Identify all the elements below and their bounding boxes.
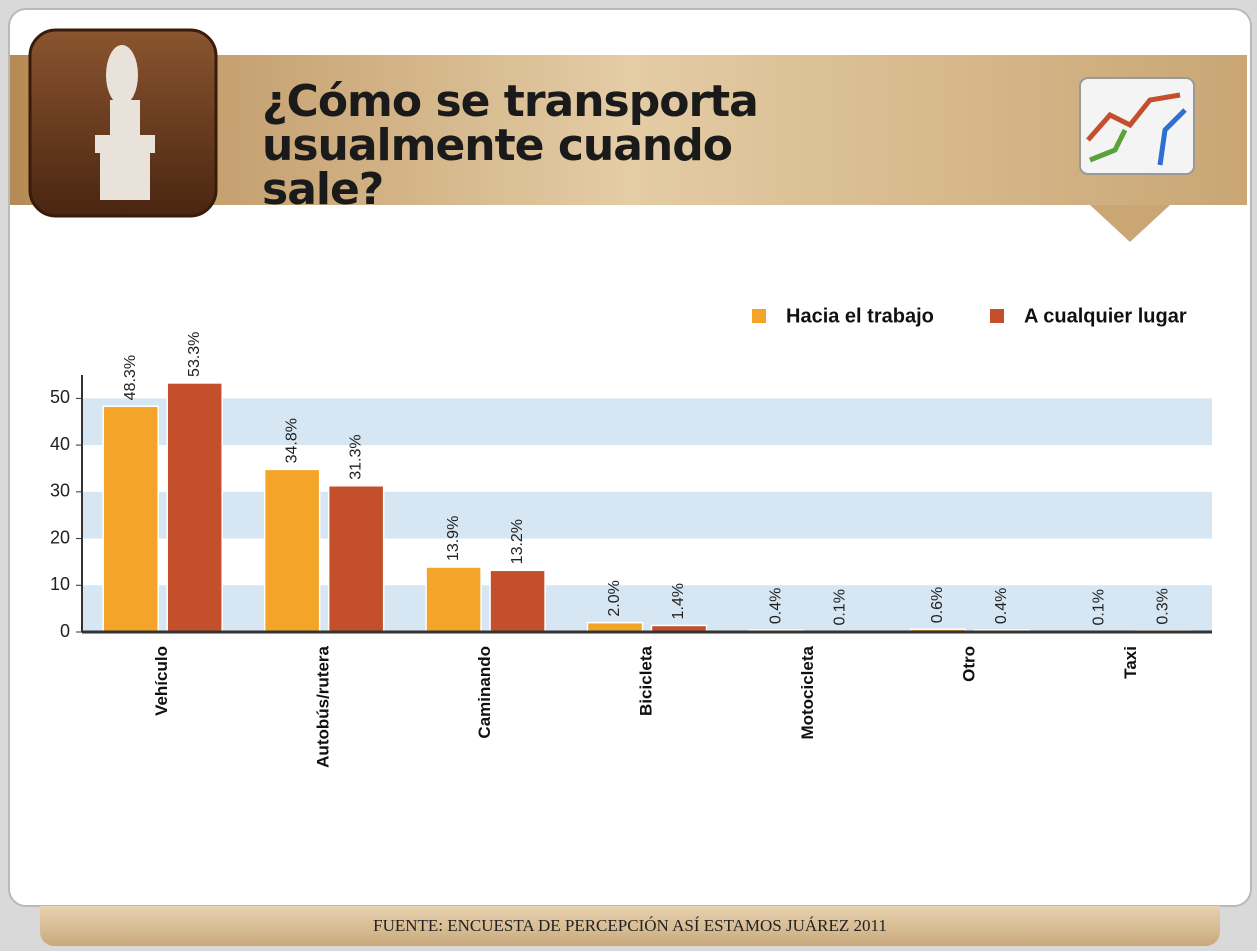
grid-band <box>82 398 1212 445</box>
x-tick-label: Motocicleta <box>798 645 817 739</box>
y-tick-label: 20 <box>50 527 70 547</box>
legend-label: Hacia el trabajo <box>786 305 934 327</box>
grid-band <box>82 585 1212 632</box>
value-label: 0.3% <box>1155 588 1172 624</box>
value-label: 0.4% <box>993 588 1010 624</box>
y-tick-label: 30 <box>50 481 70 501</box>
plot: 0 10 20 30 40 50 Vehículo 48.3% 53.3% Autobús/rut… <box>50 305 1212 768</box>
value-label: 48.3% <box>122 355 139 400</box>
x-tick-label: Autobús/rutera <box>314 645 333 767</box>
bar <box>103 406 158 632</box>
bar <box>265 469 320 632</box>
value-label: 0.4% <box>768 588 785 624</box>
x-tick-label: Bicicleta <box>636 645 655 715</box>
bar <box>167 383 222 632</box>
source-note: FUENTE: ENCUESTA DE PERCEPCIÓN ASÍ ESTAM… <box>40 906 1220 946</box>
header-pointer <box>1090 205 1170 242</box>
y-tick-label: 50 <box>50 387 70 407</box>
value-label: 0.1% <box>1091 589 1108 625</box>
value-label: 13.9% <box>445 516 462 561</box>
y-tick-label: 40 <box>50 434 70 454</box>
x-tick-label: Caminando <box>475 646 494 739</box>
bar <box>329 486 384 632</box>
grid-band <box>82 492 1212 539</box>
x-tick-label: Otro <box>959 646 978 682</box>
y-tick-label: 10 <box>50 574 70 594</box>
value-label: 34.8% <box>283 418 300 463</box>
bar <box>490 570 545 632</box>
value-label: 2.0% <box>606 580 623 616</box>
value-label: 53.3% <box>186 332 203 377</box>
page: 0 10 20 30 40 50 Vehículo 48.3% 53.3% Autobús/rut… <box>0 0 1257 951</box>
value-label: 0.6% <box>929 587 946 623</box>
value-label: 13.2% <box>509 519 526 564</box>
legend-label: A cualquier lugar <box>1024 305 1187 327</box>
value-label: 0.1% <box>832 589 849 625</box>
x-tick-label: Taxi <box>1121 646 1140 679</box>
value-label: 1.4% <box>670 583 687 619</box>
x-tick-label: Vehículo <box>152 646 171 716</box>
y-tick-label: 0 <box>60 621 70 641</box>
legend-swatch <box>752 309 766 323</box>
value-label: 31.3% <box>347 434 364 479</box>
legend-swatch <box>990 309 1004 323</box>
chart-title: ¿Cómo se transporta usualmente cuando sa… <box>262 80 862 212</box>
bar <box>426 567 481 632</box>
